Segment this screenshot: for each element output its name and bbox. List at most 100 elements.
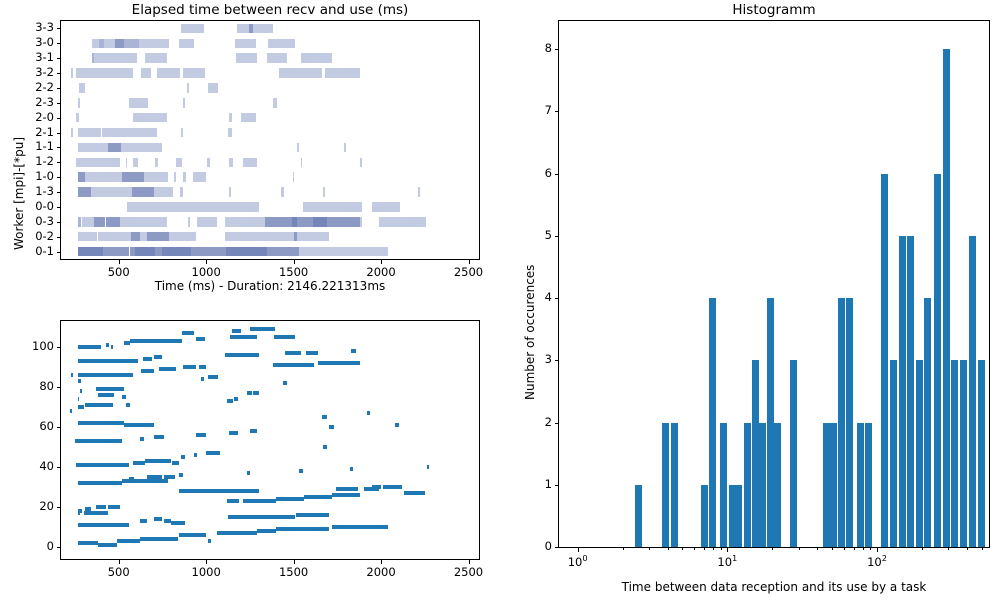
scatter-segment <box>249 327 276 331</box>
gantt-bar <box>228 112 232 123</box>
histogram-bar <box>845 298 853 547</box>
scatter-segment <box>249 429 257 433</box>
gantt-bar <box>81 217 95 227</box>
scatter-segment <box>153 435 165 439</box>
scatter-segment <box>350 467 354 471</box>
scatter-segment <box>367 411 370 415</box>
scatter-segment <box>200 377 204 381</box>
histogram-bar <box>899 235 906 547</box>
histogram-xtick-minor <box>704 548 706 551</box>
histogram-ytick-mark <box>554 360 558 362</box>
gantt-bar <box>153 187 173 197</box>
gantt-bar <box>75 112 79 123</box>
gantt-bar <box>268 38 296 49</box>
gantt-bar <box>139 231 147 242</box>
gantt-bar <box>360 217 362 227</box>
gantt-ytick: 3-1 <box>35 50 54 65</box>
histogram-xtick-minor <box>870 548 872 551</box>
scatter-segment <box>247 471 250 475</box>
gantt-bar <box>292 172 295 182</box>
scatter-segment <box>227 399 234 403</box>
scatter-segment <box>276 497 305 501</box>
histogram-xtick-minor <box>694 548 696 551</box>
scatter-segment <box>77 397 80 401</box>
scatter-xtick-mark <box>468 560 470 564</box>
gantt-bar <box>297 246 299 257</box>
gantt-bar <box>135 246 155 257</box>
histogram-xtick-mark <box>727 548 729 552</box>
scatter-segment <box>70 409 72 413</box>
gantt-bar <box>241 246 268 257</box>
gantt-ytick-mark <box>56 28 60 30</box>
scatter-segment <box>305 351 319 355</box>
histogram-xtick-minor <box>843 548 845 551</box>
histogram-bar <box>969 235 977 547</box>
gantt-bar <box>129 98 149 108</box>
histogram-bar <box>719 422 727 547</box>
gantt-title: Elapsed time between recv and use (ms) <box>131 2 409 18</box>
gantt-axes[interactable] <box>60 20 480 260</box>
gantt-bar <box>228 127 233 138</box>
scatter-segment <box>179 473 184 477</box>
scatter-segment <box>85 507 91 511</box>
scatter-segment <box>98 481 123 485</box>
gantt-bar <box>360 157 362 168</box>
gantt-bar <box>180 127 183 138</box>
scatter-segment <box>78 359 107 363</box>
histogram-xtick-minor <box>948 548 950 551</box>
histogram-bar <box>759 422 767 547</box>
gantt-bar <box>157 68 180 78</box>
histogram-bar <box>728 484 736 547</box>
gantt-bar <box>91 53 95 63</box>
histogram-xtick-minor <box>981 548 983 551</box>
scatter-segment <box>122 395 126 399</box>
gantt-ytick: 0-2 <box>35 228 54 243</box>
histogram-xtick-minor <box>798 548 800 551</box>
histogram-bar <box>924 298 932 547</box>
scatter-segment <box>157 339 182 343</box>
histogram-bar <box>734 484 742 547</box>
histogram-axes[interactable] <box>558 20 990 548</box>
scatter-segment <box>247 391 253 395</box>
scatter-segment <box>153 517 163 521</box>
gantt-ytick: 2-2 <box>35 79 54 94</box>
scatter-segment <box>140 479 168 483</box>
gantt-bar <box>328 246 389 257</box>
scatter-segment <box>193 533 207 537</box>
histogram-xtick-minor <box>682 548 684 551</box>
scatter-segment <box>372 485 382 489</box>
scatter-segment <box>321 415 327 419</box>
histogram-xtick-exponent: 0 <box>582 553 588 563</box>
scatter-segment <box>79 389 82 393</box>
scatter-xtick: 2000 <box>366 565 396 579</box>
gantt-bar <box>207 83 218 93</box>
histogram-xtick: 100 <box>548 553 608 569</box>
gantt-bar <box>146 231 170 242</box>
gantt-ytick-mark <box>56 132 60 134</box>
scatter-segment <box>164 519 172 523</box>
gantt-xtick: 2500 <box>453 265 484 279</box>
histogram-xtick-minor <box>922 548 924 551</box>
gantt-bar <box>297 217 313 227</box>
scatter-segment <box>382 485 403 489</box>
gantt-bar <box>323 187 326 197</box>
scatter-xtick: 2500 <box>453 565 484 579</box>
gantt-bar <box>77 231 97 242</box>
scatter-segment <box>228 431 238 435</box>
scatter-xtick: 1000 <box>191 565 221 579</box>
gantt-bar <box>186 83 189 93</box>
gantt-ytick-mark <box>56 117 60 119</box>
scatter-segment <box>110 345 113 349</box>
scatter-segment <box>144 459 159 463</box>
gantt-ytick-mark <box>56 73 60 75</box>
histogram-ytick-mark <box>554 422 558 424</box>
gantt-bar <box>144 53 167 63</box>
histogram-bar <box>671 422 679 547</box>
scatter-axes[interactable] <box>60 320 480 560</box>
scatter-segment <box>125 403 131 407</box>
scatter-segment <box>182 365 196 369</box>
histogram-bar <box>789 360 797 547</box>
gantt-bar <box>325 68 361 78</box>
histogram-xtick-minor <box>862 548 864 551</box>
scatter-segment <box>130 339 158 343</box>
